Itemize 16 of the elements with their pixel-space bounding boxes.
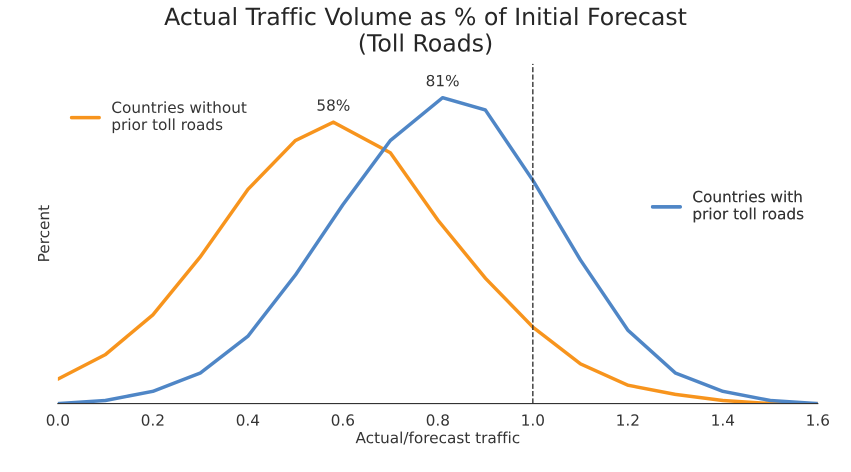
x-axis-title: Actual/forecast traffic [356, 432, 520, 445]
x-tick-label: 1.6 [807, 414, 829, 426]
x-tick-label: 1.4 [712, 414, 734, 426]
x-tick-label: 0.6 [332, 414, 354, 426]
x-tick-label: 0.4 [236, 414, 260, 426]
annotation: 81% [426, 74, 459, 86]
legend-label: Countries without prior toll roads [112, 101, 247, 134]
x-tick-label: 1.0 [522, 414, 544, 426]
x-tick-label: 0.8 [426, 414, 449, 426]
x-tick-label: 0.2 [142, 414, 164, 426]
x-tick-label: 1.2 [617, 414, 638, 426]
x-tick-label: 0.0 [46, 414, 69, 426]
annotation: 58% [318, 99, 350, 111]
chart-title: Actual Traffic Volume as % of Initial Forecast (Toll Roads) [164, 7, 686, 55]
legend-label: Countries with prior toll roads [693, 190, 804, 222]
y-axis-title: Percent [38, 205, 50, 261]
